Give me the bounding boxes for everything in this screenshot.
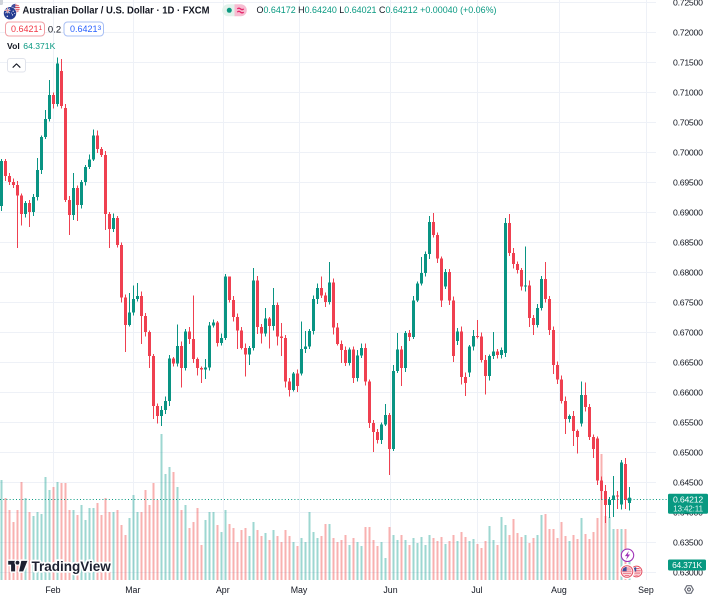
svg-text:0.71500: 0.71500 <box>673 57 703 67</box>
svg-text:0.64212: 0.64212 <box>673 494 703 504</box>
svg-text:Feb: Feb <box>45 585 60 595</box>
svg-text:0.63500: 0.63500 <box>673 537 703 547</box>
svg-text:0.71000: 0.71000 <box>673 87 703 97</box>
svg-text:0.64500: 0.64500 <box>673 477 703 487</box>
svg-text:0.2: 0.2 <box>48 24 61 35</box>
svg-text:0.65000: 0.65000 <box>673 447 703 457</box>
svg-text:0.64213: 0.64213 <box>70 24 102 34</box>
svg-text:13:42:11: 13:42:11 <box>673 505 703 514</box>
svg-text:0.72500: 0.72500 <box>673 0 703 7</box>
svg-text:0.66500: 0.66500 <box>673 357 703 367</box>
svg-text:Mar: Mar <box>125 585 140 595</box>
svg-text:0.67500: 0.67500 <box>673 297 703 307</box>
svg-text:0.69500: 0.69500 <box>673 177 703 187</box>
svg-text:0.68000: 0.68000 <box>673 267 703 277</box>
svg-text:Jul: Jul <box>471 585 482 595</box>
svg-text:0.67000: 0.67000 <box>673 327 703 337</box>
svg-text:0.68500: 0.68500 <box>673 237 703 247</box>
svg-text:0.65500: 0.65500 <box>673 417 703 427</box>
svg-text:May: May <box>291 585 308 595</box>
svg-text:O0.64172 H0.64240 L0.64021 C0.: O0.64172 H0.64240 L0.64021 C0.64212 +0.0… <box>257 5 497 15</box>
svg-text:0.72000: 0.72000 <box>673 27 703 37</box>
svg-text:0.66000: 0.66000 <box>673 387 703 397</box>
svg-text:0.70000: 0.70000 <box>673 147 703 157</box>
svg-text:Aug: Aug <box>551 585 567 595</box>
svg-text:64.371K: 64.371K <box>23 41 55 51</box>
svg-text:Australian Dollar / U.S. Dolla: Australian Dollar / U.S. Dollar · 1D · F… <box>23 4 210 16</box>
svg-text:0.70500: 0.70500 <box>673 117 703 127</box>
svg-text:Apr: Apr <box>216 585 230 595</box>
svg-text:64.371K: 64.371K <box>672 560 702 570</box>
svg-text:Vol: Vol <box>7 41 20 51</box>
svg-text:TradingView: TradingView <box>32 559 112 574</box>
svg-text:0.69000: 0.69000 <box>673 207 703 217</box>
svg-text:0.64211: 0.64211 <box>11 24 43 34</box>
svg-text:Jun: Jun <box>383 585 397 595</box>
svg-text:0.63000: 0.63000 <box>673 567 703 577</box>
svg-text:Sep: Sep <box>638 585 654 595</box>
